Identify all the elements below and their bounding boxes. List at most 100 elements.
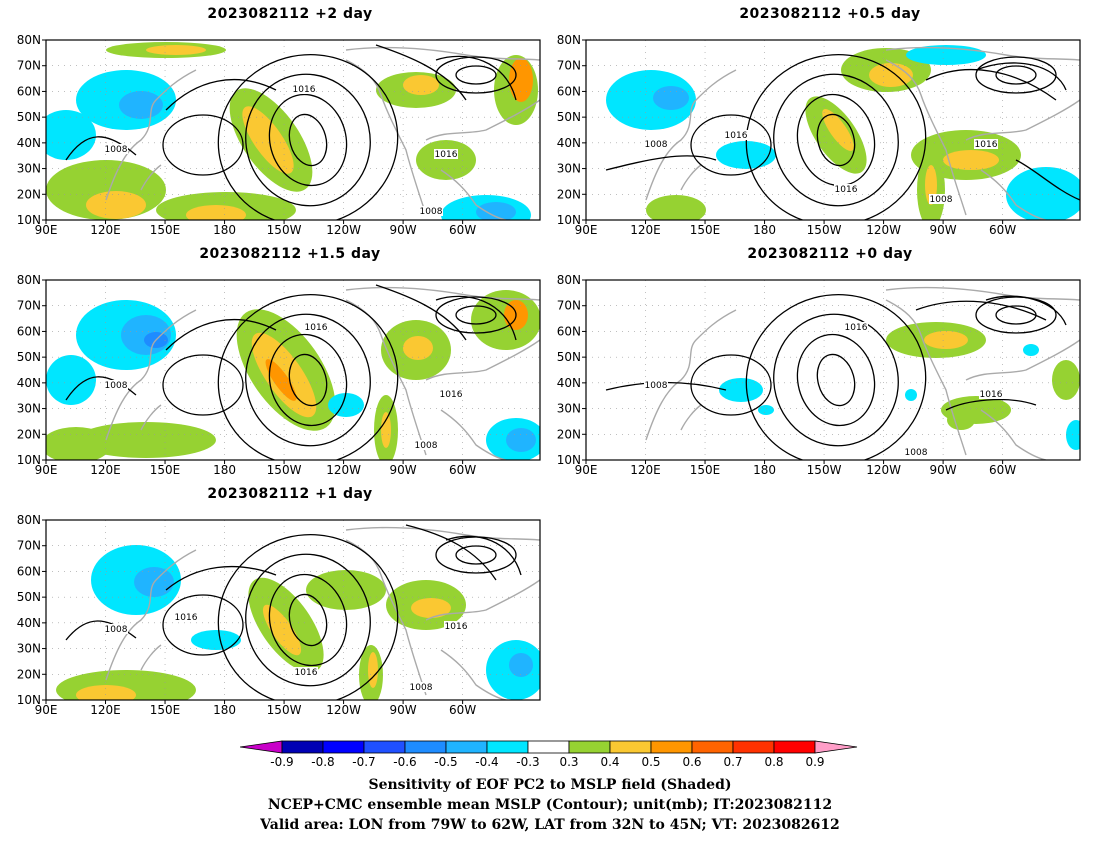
shading-region xyxy=(476,202,516,220)
coastline xyxy=(965,99,1080,141)
shading-region xyxy=(758,405,774,415)
shading-region xyxy=(46,110,96,160)
pressure-contour xyxy=(217,54,399,220)
lat-label: 60N xyxy=(557,84,581,98)
lon-label: 120W xyxy=(866,463,901,477)
shading-region xyxy=(119,91,163,119)
lat-label: 60N xyxy=(17,84,41,98)
lon-label: 90W xyxy=(390,223,417,237)
lon-label: 180 xyxy=(213,223,236,237)
coastline xyxy=(140,404,162,431)
contour-label: 1008 xyxy=(930,195,953,205)
map-plus1-day: 1016 1008 1016 1016 1008 80N 70N 60N 50N 40N 30N 20… xyxy=(17,513,541,717)
colorbar-swatch xyxy=(527,740,570,754)
lon-label: 150E xyxy=(690,223,721,237)
plot-area: 1016 1008 1016 1008 80N 70N 60N 50N 40N 30N 20N 10N… xyxy=(17,33,541,237)
shading-region xyxy=(381,412,391,448)
contour-label: 1008 xyxy=(420,207,443,217)
coastline xyxy=(345,526,540,541)
pressure-contour xyxy=(435,56,517,94)
contour-label: 1016 xyxy=(980,390,1003,400)
shading-region xyxy=(1006,167,1080,220)
panel-title: 2023082112 +0.5 day xyxy=(739,6,921,22)
colorbar-tick-label: 0.5 xyxy=(641,755,660,769)
lat-label: 30N xyxy=(17,402,41,416)
contour-label-bg xyxy=(974,139,998,149)
colorbar-low-extension xyxy=(239,740,283,754)
shading-region xyxy=(716,141,776,169)
coastline xyxy=(425,99,540,141)
plot-frame xyxy=(45,39,541,221)
lon-label: 60W xyxy=(449,223,476,237)
panel-plus2-day: 2023082112 +2 day 1016 1008 1016 1008 80N 70N… xyxy=(17,6,541,246)
lon-label: 120W xyxy=(866,223,901,237)
coastline xyxy=(645,69,737,201)
pressure-contour xyxy=(796,333,876,427)
lon-label: 90E xyxy=(575,223,598,237)
contour-label-bg xyxy=(439,389,463,399)
pressure-contour xyxy=(975,62,1067,91)
lat-label: 70N xyxy=(557,59,581,73)
contour-label-bg xyxy=(724,130,748,140)
coastline xyxy=(105,309,197,441)
contour-label: 1008 xyxy=(105,145,128,155)
colorbar-swatch xyxy=(691,740,734,754)
contour-label-bg xyxy=(104,144,128,154)
lon-label: 60W xyxy=(449,703,476,717)
shading-region xyxy=(306,570,386,610)
coastline xyxy=(425,339,540,381)
contour-label: 1016 xyxy=(305,323,328,333)
shading-region xyxy=(76,685,136,700)
shading-region xyxy=(509,653,533,677)
lon-label: 90E xyxy=(575,463,598,477)
contour-label: 1016 xyxy=(975,140,998,150)
shading-region xyxy=(506,428,536,452)
pressure-contour xyxy=(288,113,328,167)
pressure-contour xyxy=(816,113,856,167)
contour-label: 1016 xyxy=(725,131,748,141)
lon-label: 150W xyxy=(807,463,842,477)
coastline xyxy=(885,299,967,456)
shading-region xyxy=(606,70,696,130)
pressure-contour xyxy=(605,155,717,171)
pressure-contour xyxy=(455,65,497,85)
lon-label: 180 xyxy=(213,703,236,717)
coastline xyxy=(440,649,507,700)
lat-label: 30N xyxy=(17,642,41,656)
colorbar-swatch xyxy=(650,740,693,754)
colorbar-tick-label: -0.5 xyxy=(434,755,457,769)
lon-label: 180 xyxy=(753,223,776,237)
lat-label: 20N xyxy=(17,187,41,201)
shading-region xyxy=(869,63,913,87)
colorbar-tick-label: 0.4 xyxy=(600,755,619,769)
lat-label: 30N xyxy=(557,402,581,416)
coastline xyxy=(645,309,737,441)
colorbar-tick-label: 0.9 xyxy=(805,755,824,769)
shading-region xyxy=(653,86,689,110)
lat-label: 20N xyxy=(557,187,581,201)
lon-label: 60W xyxy=(989,463,1016,477)
contour-label: 1016 xyxy=(440,390,463,400)
pressure-contour xyxy=(217,294,399,460)
pressure-contour xyxy=(745,294,927,460)
colorbar-swatch xyxy=(609,740,652,754)
lon-label: 150W xyxy=(807,223,842,237)
lat-label: 60N xyxy=(557,324,581,338)
shading-region xyxy=(947,410,975,430)
contour-label-bg xyxy=(174,612,198,622)
colorbar-swatch xyxy=(568,740,611,754)
panel-plus0.5-day: 2023082112 +0.5 day 1016 1008 1016 1016 1008… xyxy=(557,6,1081,246)
shading-region xyxy=(242,106,294,174)
contour-label: 1008 xyxy=(105,381,128,391)
lon-label: 150W xyxy=(267,463,302,477)
lat-label: 40N xyxy=(17,136,41,150)
lat-label: 80N xyxy=(557,273,581,287)
contour-label-bg xyxy=(104,624,128,634)
contour-label: 1016 xyxy=(435,150,458,160)
coastline xyxy=(980,409,1047,460)
coastline xyxy=(425,579,540,621)
lon-label: 120E xyxy=(630,463,661,477)
colorbar-tick-label: -0.7 xyxy=(352,755,375,769)
lon-label: 60W xyxy=(449,463,476,477)
shading-region xyxy=(191,630,241,650)
